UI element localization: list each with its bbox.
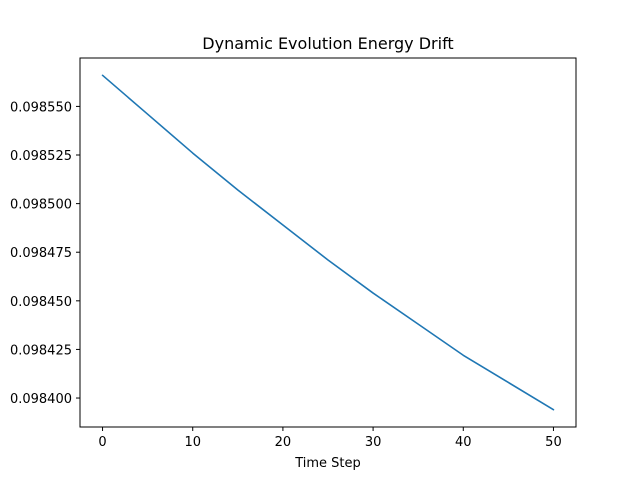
y-tick-label: 0.098400 (10, 392, 72, 407)
series-line-0 (101, 74, 555, 411)
y-tick-label: 0.098425 (10, 343, 72, 358)
y-tick-label: 0.098550 (10, 100, 72, 115)
plot-area (101, 74, 555, 411)
x-tick-label: 10 (184, 435, 201, 450)
y-tick-label: 0.098450 (10, 295, 72, 310)
x-tick-label: 40 (455, 435, 472, 450)
y-tick-label: 0.098525 (10, 149, 72, 164)
x-tick-label: 0 (98, 435, 106, 450)
chart-title: Dynamic Evolution Energy Drift (202, 34, 453, 53)
x-tick-label: 50 (545, 435, 562, 450)
x-tick-label: 20 (275, 435, 292, 450)
x-tick-label: 30 (365, 435, 382, 450)
y-tick-label: 0.098500 (10, 198, 72, 213)
y-tick-label: 0.098475 (10, 246, 72, 261)
axes-frame (79, 57, 577, 428)
x-axis-label: Time Step (294, 456, 361, 471)
